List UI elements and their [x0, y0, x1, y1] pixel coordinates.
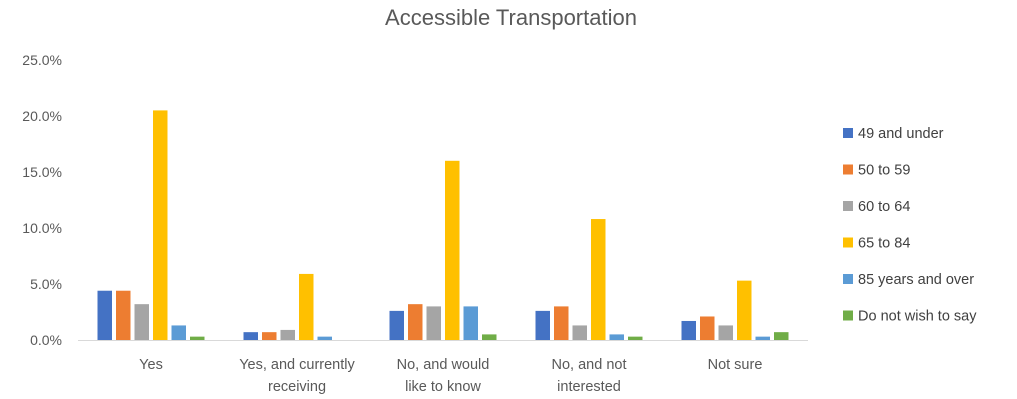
- y-tick-label: 20.0%: [22, 108, 62, 124]
- bar: [737, 280, 752, 340]
- x-tick-label: No, and not: [552, 357, 627, 373]
- bar: [774, 332, 789, 340]
- legend-swatch: [843, 274, 853, 284]
- bar: [171, 325, 186, 340]
- y-tick-label: 25.0%: [22, 52, 62, 68]
- bar: [572, 325, 587, 340]
- bar: [718, 325, 733, 340]
- bars-group: [97, 110, 789, 341]
- bar: [628, 336, 643, 340]
- legend-label: 85 years and over: [858, 272, 974, 288]
- bar: [408, 304, 423, 340]
- chart-title: Accessible Transportation: [385, 5, 637, 30]
- bar: [299, 273, 314, 340]
- bar: [262, 332, 277, 340]
- y-tick-label: 5.0%: [30, 276, 62, 292]
- bar: [153, 110, 168, 341]
- legend-swatch: [843, 128, 853, 138]
- bar: [535, 310, 550, 340]
- bar: [426, 306, 441, 340]
- x-tick-label: receiving: [268, 379, 326, 395]
- bar: [243, 332, 258, 340]
- legend-swatch: [843, 310, 853, 321]
- y-tick-label: 10.0%: [22, 220, 62, 236]
- legend: 49 and under 50 to 59 60 to 64 65 to 84 85 y…: [843, 126, 977, 325]
- legend-swatch: [843, 164, 853, 175]
- bar: [97, 290, 112, 340]
- y-tick-label: 0.0%: [30, 332, 62, 348]
- bar: [463, 306, 478, 340]
- x-tick-label: Yes, and currently: [239, 357, 355, 373]
- bar: [700, 316, 715, 340]
- bar: [755, 336, 770, 340]
- bar: [280, 329, 295, 340]
- bar: [591, 219, 606, 340]
- bar: [554, 306, 569, 340]
- bar: [609, 334, 624, 340]
- bar: [445, 160, 460, 340]
- legend-label: 50 to 59: [858, 163, 910, 179]
- legend-label: 49 and under: [858, 126, 944, 142]
- x-tick-label: Yes: [139, 357, 163, 373]
- x-axis: Yes Yes, and currently receiving No, and wo…: [78, 340, 808, 395]
- legend-label: 60 to 64: [858, 199, 910, 215]
- y-axis: 0.0% 5.0% 10.0% 15.0% 20.0% 25.0%: [22, 52, 62, 348]
- bar: [482, 334, 497, 340]
- bar: [190, 336, 205, 340]
- x-tick-label: No, and would: [397, 357, 490, 373]
- legend-label: Do not wish to say: [858, 309, 977, 325]
- y-tick-label: 15.0%: [22, 164, 62, 180]
- bar: [389, 310, 404, 340]
- legend-swatch: [843, 201, 853, 211]
- bar: [134, 304, 149, 340]
- x-tick-label: Not sure: [708, 357, 763, 373]
- x-tick-label: like to know: [405, 379, 481, 395]
- bar: [317, 336, 332, 340]
- bar: [116, 290, 131, 340]
- x-tick-label: interested: [557, 379, 621, 395]
- legend-swatch: [843, 237, 853, 248]
- legend-label: 65 to 84: [858, 236, 910, 252]
- bar: [681, 320, 696, 340]
